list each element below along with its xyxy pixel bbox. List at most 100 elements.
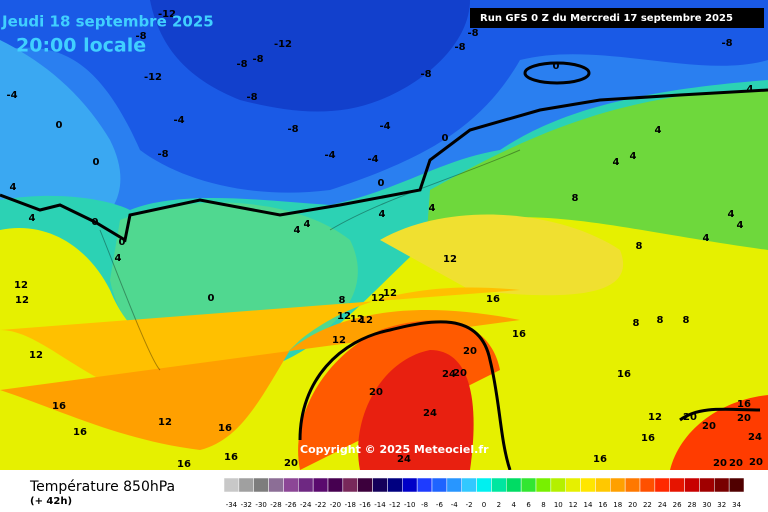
contour-label: -8 <box>287 124 298 135</box>
scale-swatch <box>238 477 254 493</box>
scale-swatch <box>342 477 358 493</box>
contour-label: 0 <box>119 237 126 248</box>
temperature-field <box>0 0 768 471</box>
contour-label: -8 <box>721 38 732 49</box>
contour-label: 4 <box>737 220 744 231</box>
contour-label: 12 <box>158 417 172 428</box>
contour-label: 12 <box>350 314 364 325</box>
contour-label: -4 <box>379 121 390 132</box>
scale-swatch <box>446 477 462 493</box>
scale-label: -26 <box>285 501 297 509</box>
contour-label: -4 <box>173 115 184 126</box>
scale-label: 26 <box>673 501 682 509</box>
scale-label: -12 <box>389 501 400 509</box>
contour-label: 8 <box>339 295 346 306</box>
forecast-time: 20:00 locale <box>16 35 146 57</box>
scale-label: 22 <box>643 501 652 509</box>
scale-swatch <box>535 477 552 493</box>
contour-label: 8 <box>657 315 664 326</box>
contour-label: -8 <box>454 42 465 53</box>
scale-swatch <box>402 477 418 493</box>
scale-swatch <box>283 477 299 493</box>
contour-label: 20 <box>749 457 763 468</box>
contour-label: 12 <box>15 295 29 306</box>
scale-label: 12 <box>569 501 578 509</box>
scale-swatch <box>387 477 403 493</box>
contour-label: 4 <box>304 219 311 230</box>
copyright: Copyright © 2025 Meteociel.fr <box>300 443 489 456</box>
contour-label: 8 <box>636 241 643 252</box>
contour-label: 16 <box>218 423 232 434</box>
scale-swatch <box>357 477 373 493</box>
scale-swatch <box>416 477 433 493</box>
scale-swatch <box>253 477 269 493</box>
contour-label: 24 <box>748 432 762 443</box>
scale-swatch <box>699 477 715 493</box>
contour-label: 0 <box>56 120 63 131</box>
scale-label: 14 <box>584 501 593 509</box>
scale-label: 28 <box>688 501 697 509</box>
contour-label: 24 <box>442 369 456 380</box>
scale-label: 20 <box>628 501 637 509</box>
contour-label: -8 <box>246 92 257 103</box>
scale-label: 16 <box>598 501 607 509</box>
scale-label: -14 <box>374 501 386 509</box>
scale-label: 30 <box>702 501 711 509</box>
scale-label: -10 <box>404 501 415 509</box>
scale-swatch <box>595 477 611 493</box>
contour-label: 12 <box>29 350 43 361</box>
scale-swatch <box>580 477 596 493</box>
contour-label: 16 <box>52 401 66 412</box>
color-scale: -34 -32 -30 -28 -26 -24 -22 -20 -18 -16 -14 -12 -10-… <box>223 477 745 509</box>
contour-label: 20 <box>683 412 697 423</box>
contour-label: 4 <box>115 253 122 264</box>
contour-label: 4 <box>294 225 301 236</box>
contour-label: -8 <box>420 69 431 80</box>
contour-label: 16 <box>641 433 655 444</box>
scale-swatch <box>610 477 626 493</box>
scale-swatch <box>312 477 329 493</box>
run-box <box>470 8 764 28</box>
contour-label: -12 <box>274 39 292 50</box>
scale-label: -16 <box>359 501 371 509</box>
scale-swatch <box>714 477 730 493</box>
contour-label: -12 <box>144 72 162 83</box>
scale-swatch <box>298 477 314 493</box>
scale-label: -32 <box>241 501 252 509</box>
scale-label: 10 <box>554 501 563 509</box>
contour-label: 4 <box>728 209 735 220</box>
scale-label: 18 <box>613 501 622 509</box>
scale-label: 4 <box>511 501 516 509</box>
scale-swatch <box>565 477 581 493</box>
scale-label: -6 <box>436 501 444 509</box>
contour-label: 16 <box>486 294 500 305</box>
contour-label: 16 <box>512 329 526 340</box>
contour-label: -4 <box>367 154 378 165</box>
contour-label: 0 <box>553 61 560 72</box>
contour-label: 20 <box>729 458 743 469</box>
scale-label: -22 <box>315 501 326 509</box>
scale-label: 32 <box>717 501 726 509</box>
contour-label: 4 <box>379 209 386 220</box>
contour-label: -8 <box>252 54 263 65</box>
scale-swatch <box>550 477 566 493</box>
contour-label: 0 <box>442 133 449 144</box>
scale-label: 8 <box>541 501 545 509</box>
contour-label: 24 <box>397 454 411 465</box>
contour-label: 20 <box>453 368 467 379</box>
scale-swatch <box>431 477 448 493</box>
scale-label: -24 <box>300 501 312 509</box>
contour-label: 4 <box>747 84 754 95</box>
contour-label: 4 <box>29 213 36 224</box>
forecast-date: Jeudi 18 septembre 2025 <box>1 13 214 31</box>
contour-label: -8 <box>467 28 478 39</box>
scale-label: 24 <box>658 501 667 509</box>
scale-swatch <box>506 477 522 493</box>
contour-label: 8 <box>633 318 640 329</box>
contour-label: 20 <box>284 458 298 469</box>
scale-label: -30 <box>255 501 266 509</box>
scale-label: 6 <box>526 501 531 509</box>
scale-swatch <box>372 477 388 493</box>
scale-swatch <box>491 477 507 493</box>
